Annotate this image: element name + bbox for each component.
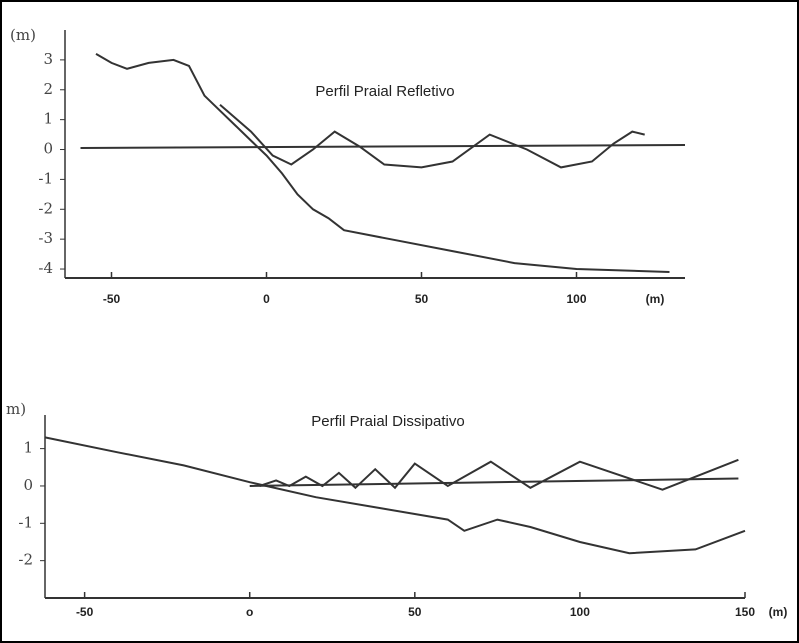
y-tick-label: -2 xyxy=(18,551,33,569)
x-tick-label: 0 xyxy=(263,292,270,306)
y-tick-label: -1 xyxy=(38,169,53,187)
y-axis-label: m) xyxy=(6,400,26,418)
profile-line xyxy=(95,53,670,273)
profile-line xyxy=(219,103,645,169)
profile-line xyxy=(44,436,746,555)
x-tick-label: 50 xyxy=(408,605,422,619)
profile-line xyxy=(249,477,739,487)
x-tick-label: 50 xyxy=(415,292,429,306)
y-tick-label: 1 xyxy=(43,110,53,128)
y-tick-label: -2 xyxy=(38,199,53,217)
x-tick-label: 100 xyxy=(570,605,590,619)
y-axis-label: (m) xyxy=(10,26,36,44)
profile-line xyxy=(259,458,739,491)
x-axis-label: (m) xyxy=(646,292,665,306)
profile-line xyxy=(80,144,686,149)
y-tick-label: 0 xyxy=(23,476,33,494)
x-tick-label: 100 xyxy=(566,292,586,306)
chart-title: Perfil Praial Dissipativo xyxy=(311,413,464,430)
x-tick-label: o xyxy=(246,605,253,619)
y-tick-label: 2 xyxy=(43,80,53,98)
y-tick-label: 3 xyxy=(43,50,53,68)
y-tick-label: 1 xyxy=(23,439,33,457)
y-tick-label: -4 xyxy=(38,259,53,277)
y-tick-label: 0 xyxy=(43,140,53,158)
y-tick-label: -1 xyxy=(18,513,33,531)
x-tick-label: -50 xyxy=(103,292,121,306)
x-tick-label: -50 xyxy=(76,605,94,619)
x-tick-label: 150 xyxy=(735,605,755,619)
y-tick-label: -3 xyxy=(38,229,53,247)
x-axis-label: (m) xyxy=(769,605,788,619)
chart-title: Perfil Praial Refletivo xyxy=(315,83,454,100)
